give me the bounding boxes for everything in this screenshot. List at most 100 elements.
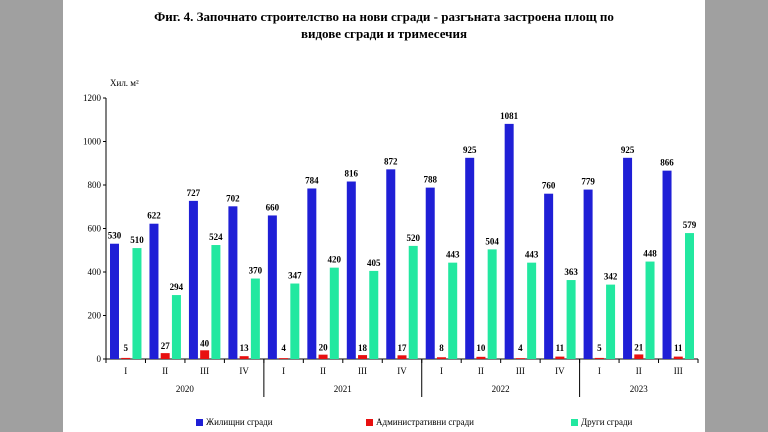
bar — [369, 270, 379, 359]
bar — [606, 284, 616, 359]
bar — [527, 262, 537, 359]
bar — [634, 354, 644, 359]
data-label: 17 — [398, 343, 408, 353]
data-label: 872 — [384, 156, 398, 166]
x-category-label: I — [598, 366, 601, 376]
x-year-label: 2020 — [176, 384, 195, 394]
data-label: 660 — [266, 202, 280, 212]
data-label: 510 — [130, 235, 144, 245]
bar — [476, 356, 486, 359]
data-label: 4 — [281, 343, 286, 353]
bar — [465, 157, 475, 359]
data-label: 448 — [643, 249, 657, 259]
bar — [662, 170, 672, 359]
bar — [132, 248, 142, 359]
bar — [504, 123, 514, 359]
bar — [160, 353, 170, 359]
bar — [267, 215, 277, 359]
data-label: 524 — [209, 232, 223, 242]
bar — [594, 357, 604, 359]
data-label: 18 — [358, 343, 368, 353]
bar — [188, 200, 198, 359]
bar — [397, 355, 407, 359]
data-label: 342 — [604, 272, 618, 282]
data-label: 8 — [439, 343, 444, 353]
bar — [515, 358, 525, 359]
data-label: 925 — [463, 145, 477, 155]
data-label: 443 — [525, 250, 539, 260]
x-category-label: II — [478, 366, 484, 376]
bar — [279, 358, 289, 359]
y-tick-label: 1200 — [83, 93, 102, 103]
legend-label: Други сгради — [581, 417, 633, 427]
bar — [645, 261, 655, 359]
data-label: 784 — [305, 175, 319, 185]
x-category-label: III — [200, 366, 209, 376]
data-label: 443 — [446, 250, 460, 260]
bar — [110, 243, 119, 359]
bar — [425, 187, 435, 359]
bar — [685, 233, 694, 359]
legend-swatch — [366, 419, 373, 426]
x-category-label: III — [358, 366, 367, 376]
data-label: 788 — [423, 175, 437, 185]
bar — [200, 350, 210, 359]
data-label: 405 — [367, 258, 381, 268]
bar — [239, 356, 249, 359]
data-label: 347 — [288, 271, 302, 281]
x-category-label: I — [282, 366, 285, 376]
bar — [408, 245, 418, 359]
data-label: 702 — [226, 193, 240, 203]
x-category-label: III — [516, 366, 525, 376]
data-label: 11 — [556, 343, 565, 353]
data-label: 779 — [581, 177, 595, 187]
bar — [171, 295, 181, 359]
x-year-label: 2023 — [630, 384, 649, 394]
bar — [250, 278, 260, 359]
bar — [290, 283, 300, 359]
bar — [673, 356, 683, 359]
bar — [583, 189, 593, 359]
legend-swatch — [196, 419, 203, 426]
chart-bars — [110, 123, 694, 359]
data-label: 13 — [240, 343, 250, 353]
x-category-label: IV — [555, 366, 565, 376]
data-label: 520 — [406, 233, 420, 243]
data-label: 10 — [476, 343, 486, 353]
data-label: 20 — [319, 343, 329, 353]
bar — [121, 357, 131, 359]
y-axis-label: Хил. м² — [110, 78, 139, 88]
figure-title-line-1: Фиг. 4. Започнато строителство на нови с… — [154, 9, 614, 24]
x-year-label: 2021 — [334, 384, 352, 394]
data-label: 40 — [200, 338, 210, 348]
legend-label: Жилищни сгради — [206, 417, 273, 427]
data-label: 622 — [147, 211, 161, 221]
legend-label: Административни сгради — [376, 417, 474, 427]
figure-page: Фиг. 4. Започнато строителство на нови с… — [63, 0, 705, 432]
bar — [346, 181, 356, 359]
data-label: 11 — [674, 343, 683, 353]
y-tick-label: 400 — [88, 267, 102, 277]
bar — [386, 169, 396, 359]
bar — [436, 357, 446, 359]
data-label: 925 — [621, 145, 635, 155]
data-label: 866 — [660, 158, 674, 168]
x-category-label: IV — [239, 366, 249, 376]
data-label: 420 — [328, 255, 342, 265]
data-label: 5 — [123, 343, 128, 353]
data-label: 4 — [518, 343, 523, 353]
bar — [487, 249, 497, 359]
y-tick-label: 600 — [88, 224, 102, 234]
data-label: 370 — [249, 266, 263, 276]
bar — [448, 262, 458, 359]
x-category-label: I — [440, 366, 443, 376]
x-year-label: 2022 — [492, 384, 510, 394]
data-label: 579 — [683, 220, 697, 230]
legend-swatch — [571, 419, 578, 426]
bar — [211, 245, 221, 359]
x-category-label: I — [124, 366, 127, 376]
data-label: 727 — [187, 188, 201, 198]
bar — [555, 356, 565, 359]
data-label: 21 — [634, 342, 644, 352]
